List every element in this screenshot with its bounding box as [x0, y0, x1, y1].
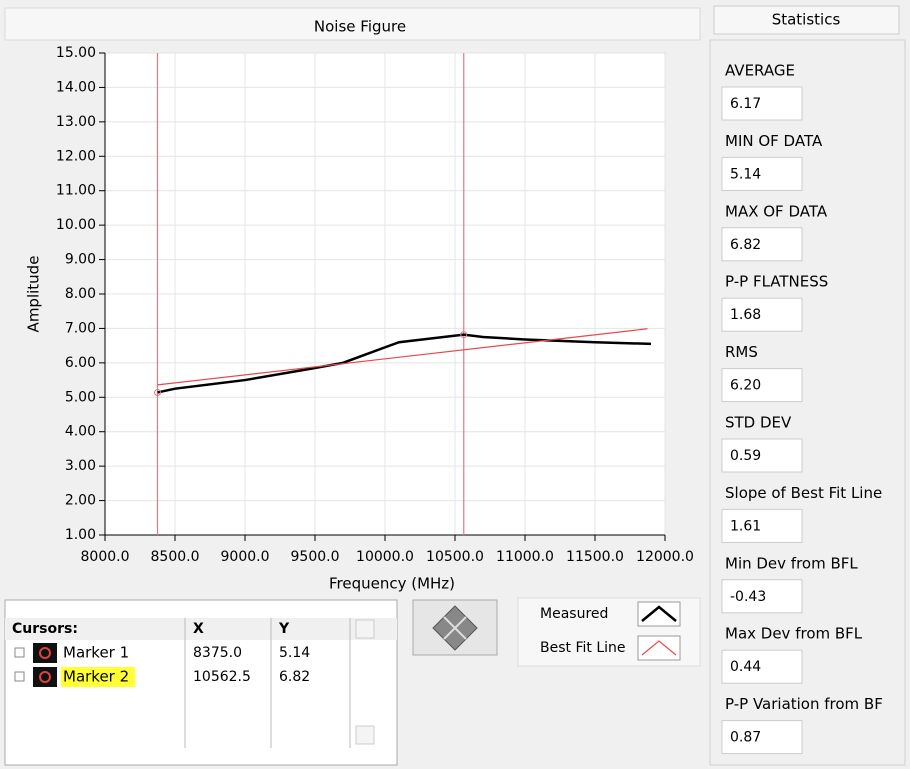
selection-highlight: [61, 667, 135, 687]
x-axis-label: Frequency (MHz): [329, 575, 455, 593]
y-tick-label: 2.00: [65, 493, 96, 509]
y-tick-label: 4.00: [65, 424, 96, 440]
scroll-down[interactable]: [355, 725, 375, 745]
stat-label: STD DEV: [725, 414, 792, 432]
cursor-header: X: [193, 621, 204, 637]
legend-label: Best Fit Line: [540, 640, 626, 656]
stat-value: 0.44: [730, 659, 761, 675]
stat-value: 1.68: [730, 307, 761, 323]
cursor-y: 5.14: [279, 645, 310, 661]
legend-label: Measured: [540, 606, 608, 622]
cursor-header: Y: [278, 621, 290, 637]
stat-value-box: [721, 508, 803, 543]
legend-swatch: [641, 605, 677, 622]
statistics-title: Statistics: [772, 11, 841, 29]
y-tick-label: 7.00: [65, 320, 96, 336]
y-tick-label: 9.00: [65, 252, 96, 268]
stat-value-box: [721, 227, 803, 262]
cursor-icon-star: [39, 647, 51, 659]
cursor-point: [460, 331, 468, 339]
y-tick-label: 3.00: [65, 458, 96, 474]
series-line: [157, 328, 648, 386]
stat-value: 5.14: [730, 166, 761, 182]
stat-value: 0.87: [730, 730, 761, 746]
stat-value: 6.17: [730, 96, 761, 112]
stat-value-box: [721, 156, 803, 191]
stat-label: Min Dev from BFL: [725, 554, 858, 572]
expand-box: [14, 647, 25, 658]
y-tick-label: 13.00: [56, 114, 96, 130]
cursor-x: 10562.5: [193, 669, 251, 685]
stat-value-box: [721, 438, 803, 473]
chart-title: Noise Figure: [314, 18, 406, 36]
y-tick-label: 1.00: [65, 527, 96, 543]
cursor-table-header: [5, 618, 397, 640]
stat-value-box: [721, 720, 803, 755]
y-axis-label: Amplitude: [25, 256, 43, 333]
stat-value-box: [721, 579, 803, 614]
legend-swatch-box: [637, 635, 681, 661]
cursor-y: 6.82: [279, 669, 310, 685]
cursor-icon: [33, 667, 57, 687]
title-bar: [4, 7, 701, 41]
stat-label: MIN OF DATA: [725, 132, 823, 150]
cursor-icon: [33, 643, 57, 663]
stat-label: RMS: [725, 343, 758, 361]
y-tick-label: 11.00: [56, 183, 96, 199]
expand-box: [14, 671, 25, 682]
y-tick-label: 5.00: [65, 389, 96, 405]
cursor-point: [154, 388, 161, 396]
y-tick-label: 15.00: [56, 45, 96, 61]
legend-swatch: [641, 640, 677, 656]
stat-label: AVERAGE: [725, 62, 795, 80]
cursor-header: Cursors:: [12, 621, 78, 637]
stat-label: P-P Variation from BF: [725, 695, 883, 713]
cursor-x: 8375.0: [193, 645, 242, 661]
x-tick-label: 8500.0: [151, 549, 200, 565]
stat-label: MAX OF DATA: [725, 202, 828, 220]
statistics-title-box: [713, 5, 900, 35]
scroll-up[interactable]: [355, 619, 375, 639]
x-tick-label: 8000.0: [81, 549, 130, 565]
stat-label: P-P FLATNESS: [725, 273, 828, 291]
y-tick-label: 10.00: [56, 217, 96, 233]
stat-value: 1.61: [730, 518, 761, 534]
x-tick-label: 9000.0: [221, 549, 270, 565]
stat-value: 6.82: [730, 237, 761, 253]
x-tick-label: 11500.0: [566, 549, 624, 565]
x-tick-label: 10500.0: [426, 549, 484, 565]
cursor-name: Marker 2: [63, 668, 129, 686]
stat-value-box: [721, 649, 803, 684]
cursor-icon-star: [39, 671, 51, 683]
x-tick-label: 9500.0: [291, 549, 340, 565]
x-tick-label: 11000.0: [496, 549, 554, 565]
stat-value: 6.20: [730, 378, 761, 394]
x-tick-label: 12000.0: [636, 549, 694, 565]
x-tick-label: 10000.0: [356, 549, 414, 565]
pan-icon-line: [443, 616, 467, 640]
y-tick-label: 8.00: [65, 286, 96, 302]
y-tick-label: 14.00: [56, 79, 96, 95]
stat-value-box: [721, 86, 803, 121]
statistics-panel: [709, 39, 906, 766]
stat-value: -0.43: [730, 589, 766, 605]
cursor-name: Marker 1: [63, 644, 129, 662]
y-tick-label: 12.00: [56, 148, 96, 164]
stat-value-box: [721, 368, 803, 403]
stat-value: 0.59: [730, 448, 761, 464]
stat-value-box: [721, 297, 803, 332]
stat-label: Slope of Best Fit Line: [725, 484, 882, 502]
stat-label: Max Dev from BFL: [725, 625, 863, 643]
y-tick-label: 6.00: [65, 355, 96, 371]
